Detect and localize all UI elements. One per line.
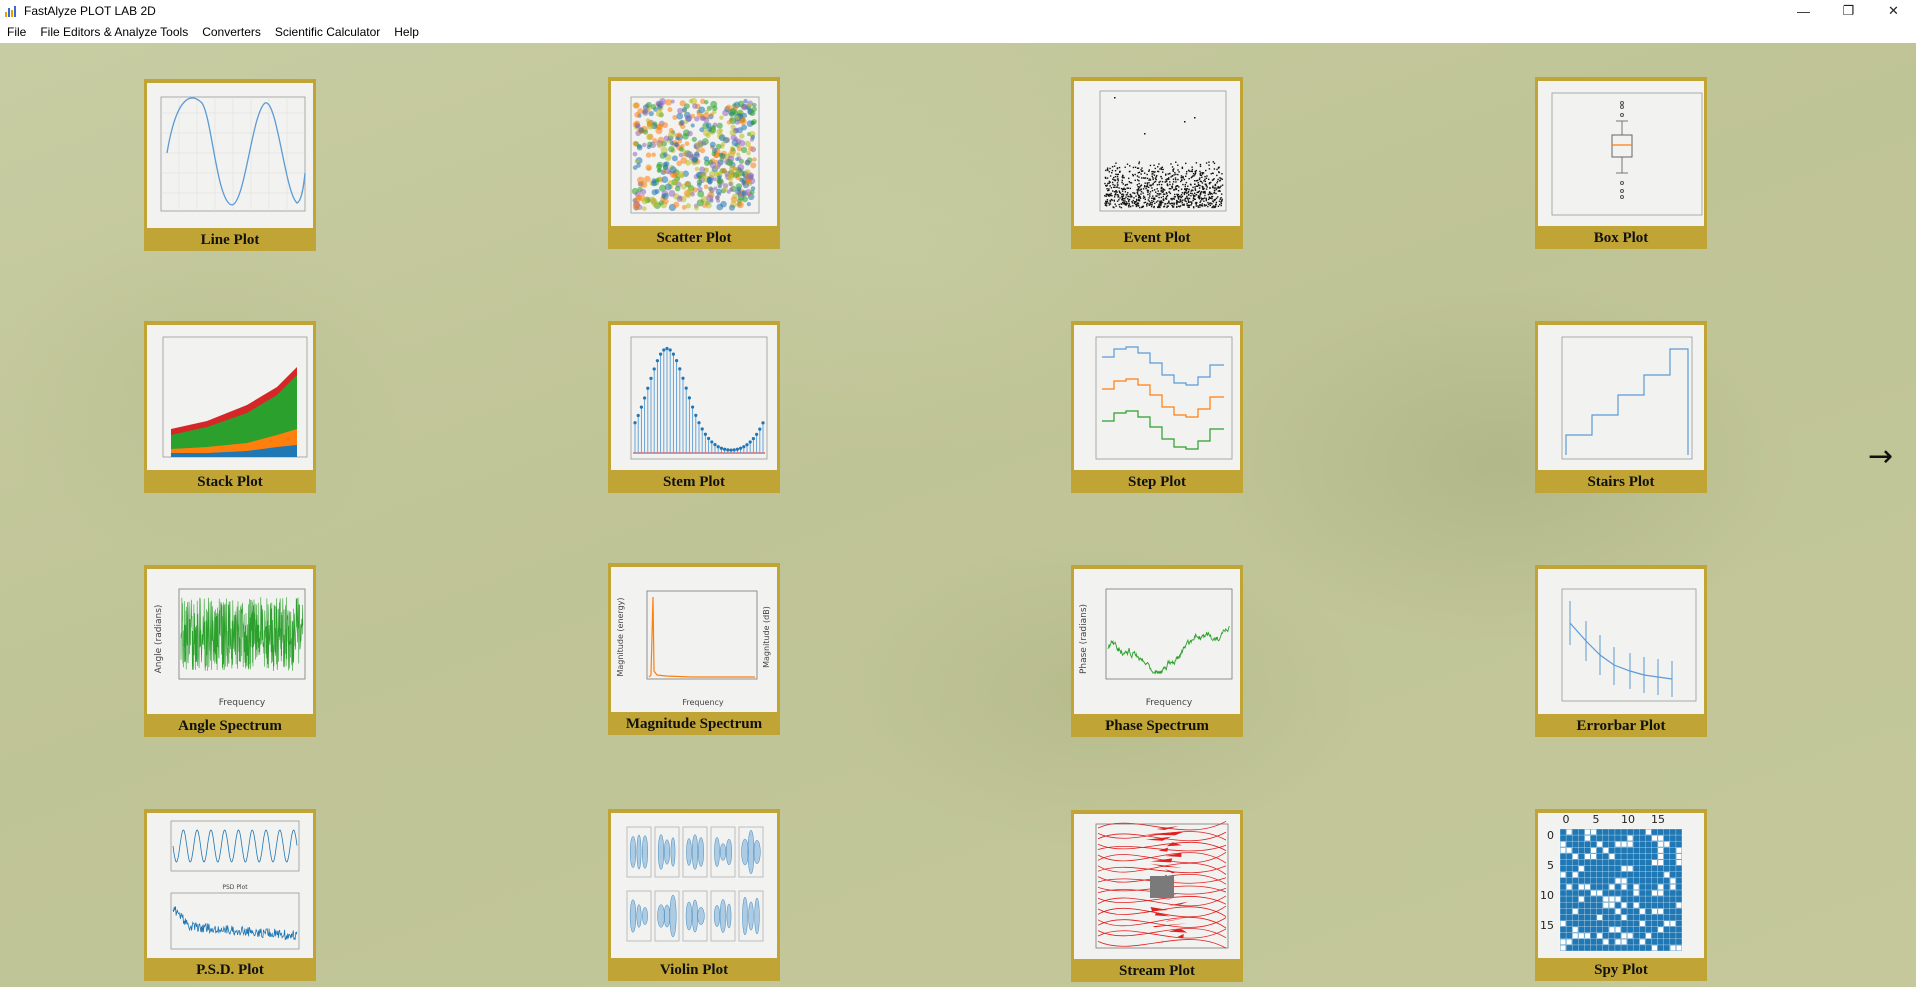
angle-ylabel: Angle (radians): [154, 605, 164, 674]
window-controls: — ❐ ✕: [1781, 0, 1916, 22]
tile-errorbar-plot[interactable]: Errorbar Plot: [1535, 565, 1707, 737]
spy-ytick: 10: [1540, 889, 1554, 902]
tile-angle-spectrum[interactable]: Angle (radians) Frequency Angle Spectrum: [144, 565, 316, 737]
tile-label: Phase Spectrum: [1105, 718, 1209, 734]
magnitude-ylabel: Magnitude (energy): [616, 597, 625, 676]
tile-line-plot[interactable]: Line Plot: [144, 79, 316, 251]
tile-magnitude-spectrum[interactable]: Magnitude (energy) Magnitude (dB) Freque…: [608, 563, 780, 735]
spy-xtick: 5: [1593, 813, 1600, 826]
spy-xtick: 15: [1651, 813, 1665, 826]
tile-psd-plot[interactable]: PSD Plot P.S.D. Plot: [144, 809, 316, 981]
tile-label: Stem Plot: [662, 474, 726, 490]
title-bar: FastAlyze PLOT LAB 2D — ❐ ✕: [0, 0, 1916, 22]
restore-button[interactable]: ❐: [1842, 3, 1855, 18]
menu-converters[interactable]: Converters: [202, 25, 261, 39]
window-title: FastAlyze PLOT LAB 2D: [24, 4, 156, 18]
tile-label: Magnitude Spectrum: [625, 716, 763, 732]
tile-stem-plot[interactable]: Stem Plot: [608, 321, 780, 493]
angle-xlabel: Frequency: [219, 698, 266, 708]
tile-scatter-plot[interactable]: Scatter Plot: [608, 77, 780, 249]
tile-label: Stack Plot: [197, 474, 263, 490]
psd-title: PSD Plot: [222, 884, 248, 891]
stack-plot-thumbnail: [147, 325, 313, 470]
psd-plot-thumbnail: PSD Plot: [147, 813, 313, 958]
spy-ytick: 5: [1547, 859, 1554, 872]
tile-label: Angle Spectrum: [178, 718, 282, 734]
tile-phase-spectrum[interactable]: Phase (radians) Frequency Phase Spectrum: [1071, 565, 1243, 737]
tile-stack-plot[interactable]: Stack Plot: [144, 321, 316, 493]
tile-event-plot[interactable]: Event Plot: [1071, 77, 1243, 249]
spy-plot-thumbnail: 0 5 10 15 0 5 10 15: [1538, 813, 1704, 958]
tile-stairs-plot[interactable]: Stairs Plot: [1535, 321, 1707, 493]
stem-plot-thumbnail: [611, 325, 777, 470]
tile-label: Stream Plot: [1119, 963, 1195, 979]
magnitude-xlabel: Frequency: [682, 698, 724, 707]
next-page-arrow-icon[interactable]: →: [1868, 439, 1894, 474]
tile-step-plot[interactable]: Step Plot: [1071, 321, 1243, 493]
plot-gallery: Line Plot Scatter Plot Event Plot: [0, 43, 1916, 987]
menu-bar: File File Editors & Analyze Tools Conver…: [0, 22, 1916, 44]
tile-label: Line Plot: [200, 232, 260, 248]
spy-xtick: 10: [1621, 813, 1635, 826]
spy-xtick: 0: [1563, 813, 1570, 826]
angle-spectrum-thumbnail: Angle (radians) Frequency: [147, 569, 313, 714]
stream-plot-thumbnail: [1074, 814, 1240, 959]
menu-help[interactable]: Help: [394, 25, 419, 39]
tile-label: Errorbar Plot: [1576, 718, 1666, 734]
tile-label: Spy Plot: [1594, 962, 1648, 978]
tile-box-plot[interactable]: Box Plot: [1535, 77, 1707, 249]
event-plot-thumbnail: [1074, 81, 1240, 226]
tile-label: Box Plot: [1593, 230, 1649, 246]
tile-label: Step Plot: [1128, 474, 1186, 490]
menu-scientific-calculator[interactable]: Scientific Calculator: [274, 25, 381, 39]
tile-label: Scatter Plot: [656, 230, 732, 246]
tile-label: Violin Plot: [659, 962, 729, 978]
errorbar-plot-thumbnail: [1538, 569, 1704, 714]
scatter-plot-thumbnail: [611, 81, 777, 226]
tile-stream-plot[interactable]: Stream Plot: [1071, 810, 1243, 982]
tile-label: Stairs Plot: [1587, 474, 1655, 490]
stairs-plot-thumbnail: [1538, 325, 1704, 470]
close-button[interactable]: ✕: [1888, 3, 1899, 18]
tile-label: Event Plot: [1123, 230, 1191, 246]
phase-spectrum-thumbnail: Phase (radians) Frequency: [1074, 569, 1240, 714]
minimize-button[interactable]: —: [1797, 3, 1810, 19]
box-plot-thumbnail: [1538, 81, 1704, 226]
magnitude-y2label: Magnitude (dB): [762, 606, 771, 668]
menu-file-editors[interactable]: File Editors & Analyze Tools: [40, 25, 189, 39]
spy-ytick: 15: [1540, 919, 1554, 932]
app-logo-icon: [5, 6, 16, 17]
tile-violin-plot[interactable]: Violin Plot: [608, 809, 780, 981]
tile-spy-plot[interactable]: 0 5 10 15 0 5 10 15 Spy Plot: [1535, 809, 1707, 981]
phase-xlabel: Frequency: [1146, 698, 1193, 708]
violin-plot-thumbnail: [611, 813, 777, 958]
menu-file[interactable]: File: [7, 25, 27, 39]
step-plot-thumbnail: [1074, 325, 1240, 470]
magnitude-spectrum-thumbnail: Magnitude (energy) Magnitude (dB) Freque…: [611, 567, 777, 712]
spy-ytick: 0: [1547, 829, 1554, 842]
tile-label: P.S.D. Plot: [196, 962, 264, 978]
phase-ylabel: Phase (radians): [1079, 604, 1089, 674]
line-plot-thumbnail: [147, 83, 313, 228]
